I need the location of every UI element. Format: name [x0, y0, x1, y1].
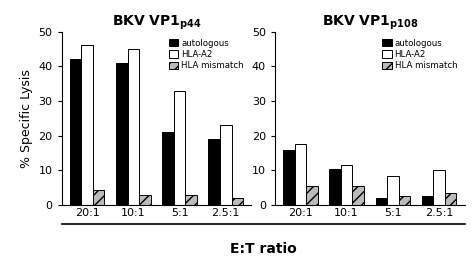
Bar	[341, 165, 352, 205]
Bar	[387, 176, 399, 205]
Bar	[283, 150, 294, 205]
Bar	[174, 90, 185, 205]
Bar	[93, 190, 104, 205]
Bar	[139, 195, 151, 205]
Bar	[116, 63, 128, 205]
Bar	[375, 198, 387, 205]
Text: b: b	[447, 38, 457, 53]
Bar	[306, 186, 318, 205]
Bar	[70, 59, 81, 205]
Bar	[352, 186, 364, 205]
Legend: autologous, HLA-A2, HLA mismatch: autologous, HLA-A2, HLA mismatch	[166, 36, 247, 73]
Title: BKV VP1$_{\mathregular{p108}}$: BKV VP1$_{\mathregular{p108}}$	[321, 13, 418, 32]
Text: a: a	[234, 38, 244, 53]
Bar	[294, 144, 306, 205]
Title: BKV VP1$_{\mathregular{p44}}$: BKV VP1$_{\mathregular{p44}}$	[111, 13, 201, 32]
Bar	[162, 132, 174, 205]
Bar	[445, 193, 456, 205]
Bar	[128, 49, 139, 205]
Bar	[399, 196, 410, 205]
Text: E:T ratio: E:T ratio	[230, 242, 296, 256]
Legend: autologous, HLA-A2, HLA mismatch: autologous, HLA-A2, HLA mismatch	[379, 36, 460, 73]
Bar	[81, 45, 93, 205]
Bar	[433, 170, 445, 205]
Bar	[220, 125, 232, 205]
Bar	[329, 169, 341, 205]
Bar	[185, 195, 197, 205]
Y-axis label: % Specific Lysis: % Specific Lysis	[20, 69, 33, 168]
Bar	[422, 196, 433, 205]
Bar	[232, 198, 243, 205]
Bar	[209, 139, 220, 205]
